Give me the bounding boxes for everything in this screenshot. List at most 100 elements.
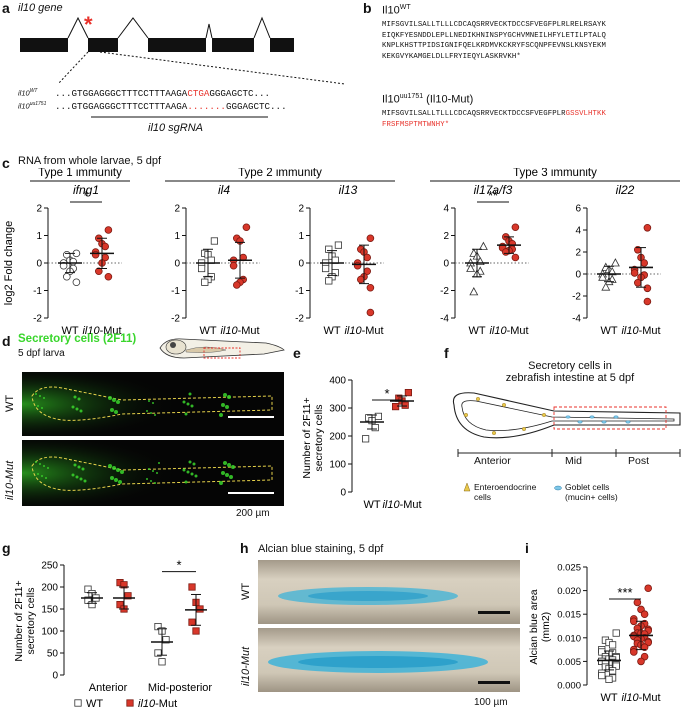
x-category-label: Mid-posterior bbox=[148, 682, 213, 694]
legend-wt-marker bbox=[74, 699, 82, 707]
cell-speckle bbox=[108, 396, 112, 400]
data-point bbox=[91, 250, 100, 259]
data-point bbox=[601, 282, 611, 291]
d-label-wt: WT bbox=[4, 394, 16, 412]
micro-wt bbox=[22, 372, 284, 436]
data-point bbox=[598, 272, 608, 281]
cell-speckle bbox=[79, 477, 83, 481]
y-tick-label: 0.010 bbox=[557, 633, 581, 644]
legend-goblet: Goblet cells (mucin+ cells) bbox=[565, 482, 618, 502]
y-tick-label: 0 bbox=[443, 259, 449, 270]
data-point bbox=[478, 241, 488, 250]
data-point bbox=[95, 267, 103, 276]
alcian-mut bbox=[258, 628, 520, 692]
cell-speckle bbox=[39, 463, 41, 465]
zoom-box bbox=[553, 406, 667, 430]
panel-label-f: f bbox=[444, 345, 449, 361]
cell-speckle bbox=[114, 410, 118, 414]
y-tick-label: 2 bbox=[575, 248, 581, 259]
data-point bbox=[356, 275, 365, 284]
intestine-outline bbox=[452, 392, 681, 439]
panel-label-c: c bbox=[2, 155, 10, 171]
chart-g: 0 50 100 150 200 250 Anterior Mid-posterior * WT i… bbox=[13, 558, 213, 710]
y-tick-label: 0 bbox=[174, 259, 180, 270]
wt-protein-title: Il10WT bbox=[382, 4, 411, 17]
data-point bbox=[154, 623, 162, 631]
data-point bbox=[609, 667, 617, 675]
cell-speckle bbox=[35, 461, 37, 463]
micro-wt-image bbox=[22, 372, 284, 436]
cell-speckle bbox=[194, 474, 198, 478]
data-point bbox=[598, 648, 606, 656]
region-anterior: Anterior bbox=[474, 455, 511, 467]
data-point bbox=[353, 261, 362, 270]
cell-speckle bbox=[110, 408, 114, 412]
panel-label-h: h bbox=[240, 540, 249, 556]
y-tick-label: 6 bbox=[575, 204, 581, 215]
data-point bbox=[605, 675, 613, 683]
x-category-label: il10-Mut bbox=[621, 692, 660, 704]
exon-4 bbox=[212, 38, 254, 52]
cell-speckle bbox=[186, 402, 190, 406]
intron-2 bbox=[117, 17, 149, 39]
data-point bbox=[192, 627, 200, 635]
data-point bbox=[363, 253, 372, 262]
y-tick-label: 4 bbox=[443, 204, 449, 215]
data-point bbox=[374, 412, 382, 421]
cell-speckle bbox=[83, 479, 87, 483]
y-tick-label: 0 bbox=[36, 259, 42, 270]
data-point bbox=[188, 583, 196, 591]
x-category-label: il10-Mut bbox=[382, 499, 421, 511]
significance-stars: * bbox=[176, 558, 181, 573]
cell-speckle bbox=[229, 475, 233, 479]
cell-speckle bbox=[182, 400, 186, 404]
sgrna-label: il10 sgRNA bbox=[148, 122, 204, 134]
data-point bbox=[633, 279, 642, 287]
y-tick-label: 1 bbox=[36, 231, 42, 242]
y-tick-label: -2 bbox=[440, 286, 449, 297]
significance-stars: ** bbox=[488, 188, 498, 203]
cell-speckle bbox=[114, 478, 118, 482]
y-axis-label: Number of 2F11+secretory cells bbox=[301, 397, 325, 478]
cell-speckle bbox=[47, 467, 49, 469]
scale-bar-mut bbox=[228, 492, 274, 494]
cell-speckle bbox=[120, 470, 124, 474]
h-label-wt: WT bbox=[240, 582, 252, 600]
plot-title: ifng1 bbox=[73, 183, 99, 197]
x-category-label: il10-Mut bbox=[344, 325, 383, 337]
cell-speckle bbox=[45, 477, 47, 479]
data-point bbox=[612, 662, 620, 670]
data-point bbox=[366, 283, 375, 292]
cell-speckle bbox=[188, 392, 192, 396]
cell-speckle bbox=[227, 395, 231, 399]
data-point bbox=[371, 424, 379, 432]
h-title: Alcian blue staining, 5 dpf bbox=[258, 543, 384, 555]
data-point bbox=[404, 388, 412, 397]
data-point bbox=[598, 671, 606, 680]
cell-speckle bbox=[41, 475, 43, 477]
plot-il4: -2 -1 0 1 2 WT il10-Mut il4 bbox=[171, 183, 260, 337]
data-point bbox=[610, 258, 620, 267]
x-category-label: WT bbox=[363, 499, 380, 511]
x-category-label: WT bbox=[199, 325, 216, 337]
y-tick-label: 0 bbox=[575, 270, 581, 281]
region-mid: Mid bbox=[565, 455, 582, 467]
alcian-scale-bar-wt bbox=[478, 611, 510, 614]
y-tick-label: 4 bbox=[575, 226, 581, 237]
cell-speckle bbox=[231, 465, 235, 469]
cell-speckle bbox=[184, 412, 188, 416]
y-tick-label: 0.015 bbox=[557, 610, 581, 621]
data-point bbox=[210, 237, 218, 245]
data-point bbox=[334, 241, 343, 249]
cell-speckle bbox=[150, 480, 152, 482]
data-point bbox=[401, 401, 409, 409]
panel-label-i: i bbox=[525, 540, 529, 556]
data-point bbox=[158, 658, 166, 666]
f-title: Secretory cells in zebrafish intestine at… bbox=[505, 360, 635, 384]
exon-3 bbox=[148, 38, 206, 52]
data-point bbox=[101, 242, 109, 251]
y-tick-label: -1 bbox=[33, 286, 42, 297]
y-tick-label: -4 bbox=[440, 314, 449, 325]
x-category-label: il10-Mut bbox=[621, 325, 660, 337]
cell-speckle bbox=[223, 393, 227, 397]
